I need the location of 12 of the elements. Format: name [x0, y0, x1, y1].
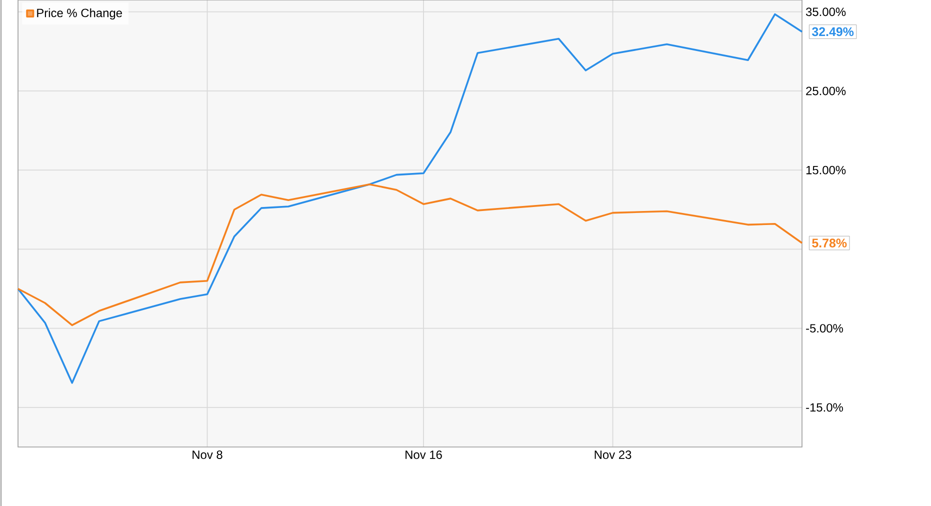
y-tick-label: 25.00%	[806, 86, 846, 96]
legend-label: Price % Change	[37, 8, 122, 20]
y-tick-label: -5.00%	[806, 324, 843, 333]
y-tick-label: 15.00%	[806, 166, 846, 174]
x-tick-label: Nov 23	[594, 450, 632, 459]
line-series	[17, 183, 803, 326]
x-tick-label: Nov 16	[406, 450, 442, 459]
y-tick-label: 35.00%	[806, 8, 846, 16]
x-tick-label: Nov 8	[192, 450, 222, 459]
data-label: 5.78%	[812, 238, 847, 248]
y-tick-label: -15.0%	[806, 403, 843, 412]
data-label: 32.49%	[812, 27, 854, 36]
